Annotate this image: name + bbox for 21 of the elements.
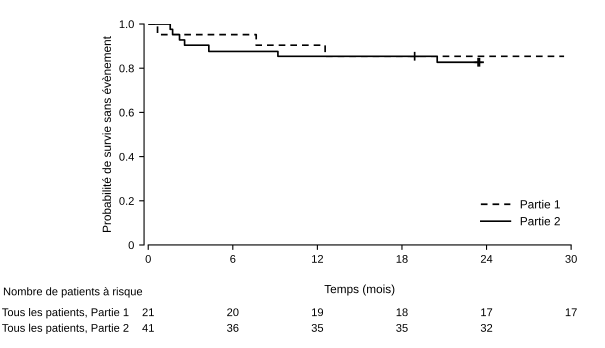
x-tick-label: 12 [312, 255, 324, 263]
x-tick-label: 0 [146, 255, 151, 263]
text: Tous les patients, Partie 1 [2, 308, 128, 318]
y-tick-label: 0.8 [119, 64, 134, 72]
y-tick-label: 0 [128, 241, 134, 250]
x-tick-label: 6 [230, 255, 236, 263]
text: 41 36 35 35 32 [142, 324, 492, 332]
y-tick-label: 0.6 [119, 108, 134, 117]
text: 21 20 19 18 17 17 [142, 308, 577, 316]
text: Nombre de patients à risque [4, 287, 142, 298]
x-tick-label: 18 [396, 255, 408, 263]
y-tick-label: 0.4 [119, 152, 134, 161]
x-tick-label: 30 [565, 255, 577, 263]
x-tick-label: 24 [480, 255, 492, 263]
legend-label: Partie 2 [520, 216, 560, 226]
y-tick-label: 0.2 [119, 197, 134, 205]
x-axis-title: Temps (mois) [324, 284, 394, 296]
text: Tous les patients, Partie 2 [2, 324, 128, 334]
legend-label: Partie 1 [520, 200, 560, 208]
y-tick-label: 1.0 [120, 20, 134, 28]
y-axis-title: Probabilité de survie sans évènement [102, 36, 112, 232]
